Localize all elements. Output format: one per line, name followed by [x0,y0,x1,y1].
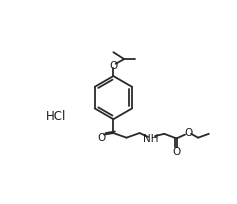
Text: O: O [109,61,118,71]
Text: HCl: HCl [46,110,66,123]
Text: O: O [172,146,181,156]
Text: NH: NH [143,134,159,144]
Text: O: O [184,128,192,138]
Text: O: O [97,133,105,143]
